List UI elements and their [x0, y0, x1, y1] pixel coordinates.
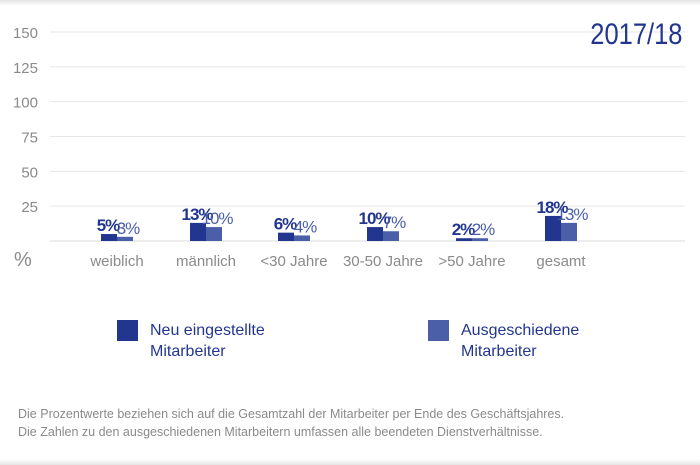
footnote: Die Prozentwerte beziehen sich auf die G… [18, 405, 564, 441]
legend-item-new-hires: Neu eingestellte Mitarbeiter [117, 320, 300, 362]
data-label: 13% [181, 205, 213, 224]
footnote-line: Die Zahlen zu den ausgeschiedenen Mitarb… [18, 425, 543, 439]
bar-new-hires [456, 238, 472, 241]
y-tick-label: 100 [13, 95, 38, 112]
y-tick-label: 150 [13, 25, 38, 42]
data-label: 6% [274, 215, 297, 234]
bar-new-hires [190, 222, 206, 241]
y-tick-label: 50 [21, 164, 38, 181]
bar-new-hires [367, 227, 383, 241]
y-tick-label: 125 [13, 60, 38, 77]
data-label: 18% [536, 198, 568, 217]
data-label: 10% [201, 209, 233, 228]
legend-item-departures: Ausgeschiedene Mitarbeiter [428, 320, 611, 362]
bar-departures [472, 238, 488, 241]
bar-departures [117, 236, 133, 241]
bar-new-hires [545, 215, 561, 241]
x-tick-label: gesamt [536, 253, 586, 270]
legend-label-departures: Ausgeschiedene Mitarbeiter [461, 320, 611, 362]
bottom-border [0, 459, 700, 465]
legend-text: Ausgeschiedene [461, 322, 580, 339]
data-label: 3% [117, 219, 140, 238]
bar-new-hires [278, 232, 294, 241]
data-label: 10% [358, 209, 390, 228]
y-axis-label: % [14, 249, 32, 271]
data-label: 2% [452, 220, 475, 239]
bar-departures [206, 227, 222, 241]
y-tick-label: 75 [21, 130, 38, 147]
legend-swatch-new-hires [117, 320, 138, 341]
data-label: 4% [294, 217, 317, 236]
x-tick-label: <30 Jahre [260, 253, 327, 270]
x-tick-label: männlich [176, 253, 236, 270]
data-label: 2% [472, 220, 495, 239]
data-label: 5% [97, 216, 120, 235]
legend-swatch-departures [428, 320, 449, 341]
bar-departures [294, 235, 310, 241]
top-border [0, 0, 700, 6]
legend-text: Neu eingestellte [150, 322, 265, 339]
bar-departures [561, 222, 577, 241]
x-tick-label: 30-50 Jahre [343, 253, 423, 270]
chart-title: 2017/18 [589, 18, 682, 51]
footnote-line: Die Prozentwerte beziehen sich auf die G… [18, 407, 565, 421]
bar-departures [383, 231, 399, 241]
data-label: 7% [383, 213, 406, 232]
bar-new-hires [101, 234, 117, 241]
x-tick-label: weiblich [89, 253, 143, 270]
legend-text: Mitarbeiter [150, 343, 226, 360]
data-label: 13% [556, 205, 588, 224]
legend-text: Mitarbeiter [461, 343, 537, 360]
x-tick-label: >50 Jahre [438, 253, 505, 270]
y-tick-label: 25 [21, 199, 38, 216]
legend-label-new-hires: Neu eingestellte Mitarbeiter [150, 320, 300, 362]
